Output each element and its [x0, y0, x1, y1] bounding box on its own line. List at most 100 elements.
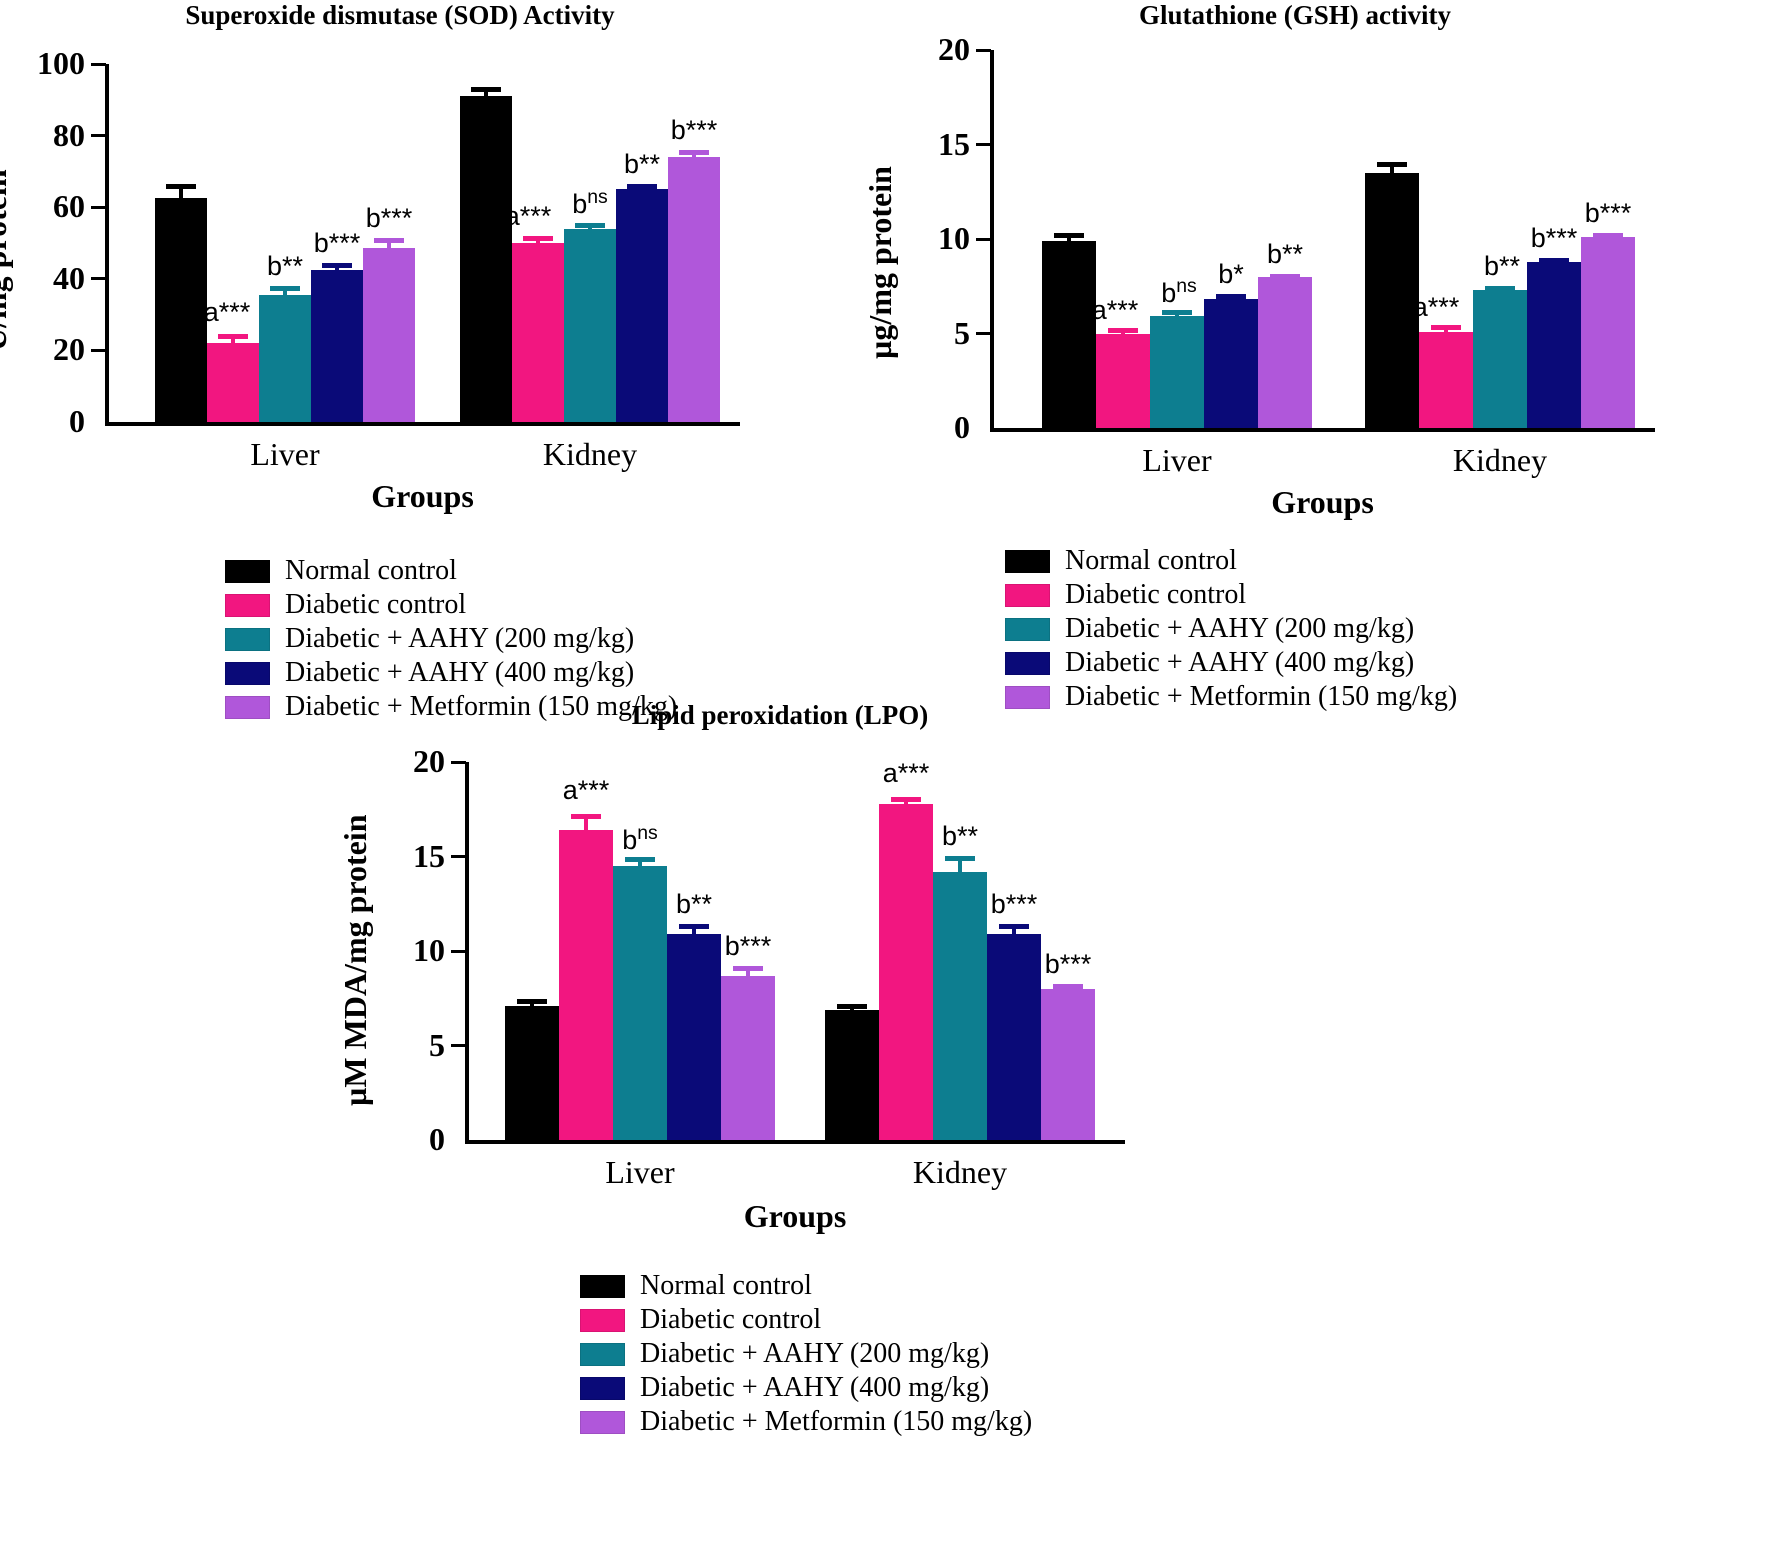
legend-item[interactable]: Diabetic + Metformin (150 mg/kg) — [1005, 681, 1457, 713]
y-axis-title: U/mg protein — [0, 169, 13, 351]
significance-label: b*** — [990, 888, 1038, 919]
significance-label: a*** — [1412, 291, 1460, 322]
error-bar-stem — [957, 855, 962, 884]
legend-swatch — [225, 695, 270, 719]
error-bar-stem — [1174, 309, 1179, 329]
legend-item-label: Normal control — [1065, 545, 1237, 576]
legend-item[interactable]: Diabetic + Metformin (150 mg/kg) — [580, 1406, 1032, 1438]
error-bar-stem — [903, 796, 908, 816]
error-bar-cap — [166, 183, 196, 189]
legend-item-label: Diabetic + Metformin (150 mg/kg) — [640, 1406, 1033, 1437]
y-axis-tick — [976, 48, 991, 52]
error-bar-stem — [745, 966, 750, 988]
legend-item-label: Diabetic + AAHY (200 mg/kg) — [1065, 613, 1415, 644]
error-bar-stem — [587, 223, 592, 241]
legend-item[interactable]: Diabetic + AAHY (400 mg/kg) — [1005, 647, 1457, 679]
legend-item[interactable]: Diabetic + AAHY (400 mg/kg) — [225, 657, 677, 689]
y-axis-tick-label: 20 — [938, 31, 970, 67]
y-axis-tick — [91, 205, 106, 209]
error-bar — [575, 223, 605, 241]
legend-item[interactable]: Diabetic + AAHY (400 mg/kg) — [580, 1372, 1032, 1404]
y-axis-tick — [451, 855, 466, 858]
significance-label: a*** — [504, 200, 552, 231]
legend-swatch — [1005, 617, 1050, 641]
significance-label: b** — [623, 148, 661, 179]
bar — [616, 189, 668, 422]
y-axis-tick — [451, 1044, 466, 1047]
error-bar — [516, 999, 548, 1018]
chart-panel-sod: Superoxide dismutase (SOD) Activity 0 20 4… — [0, 0, 800, 722]
error-bar-stem — [637, 857, 642, 878]
legend-swatch — [1005, 685, 1050, 709]
error-bar — [1052, 984, 1084, 1001]
y-axis-tick-label: 40 — [53, 259, 85, 296]
legend-item-label: Diabetic + AAHY (400 mg/kg) — [640, 1372, 990, 1403]
error-bar — [218, 334, 248, 356]
bar — [564, 228, 616, 422]
legend-item-label: Diabetic + AAHY (200 mg/kg) — [640, 1338, 990, 1369]
x-axis-line — [990, 428, 1655, 432]
error-bar-stem — [849, 1003, 854, 1022]
error-bar-stem — [178, 183, 183, 211]
legend-item[interactable]: Diabetic + AAHY (200 mg/kg) — [225, 623, 677, 655]
error-bar — [998, 923, 1030, 946]
legend-item-label: Diabetic + Metformin (150 mg/kg) — [1065, 681, 1458, 712]
significance-label: b*** — [313, 228, 361, 259]
error-bar-cap — [1538, 257, 1570, 263]
x-axis-tick-label: Kidney — [542, 436, 638, 472]
bar — [1096, 333, 1150, 428]
x-axis-tick-label: Kidney — [1452, 442, 1548, 478]
bar — [259, 294, 311, 422]
error-bar-cap — [1107, 327, 1139, 333]
error-bar — [732, 966, 764, 988]
error-bar — [1592, 233, 1624, 250]
legend-item[interactable]: Normal control — [580, 1270, 1032, 1302]
significance-label: b* — [1218, 258, 1244, 289]
error-bar-cap — [1052, 984, 1084, 990]
bar — [1204, 299, 1258, 428]
plot-area-gsh: 0 5 10 15 20 µg/mg protein a*** bns b* b** Liver a*… — [860, 31, 1720, 520]
y-axis-tick-label: 0 — [954, 409, 970, 445]
error-bar-stem — [1605, 233, 1610, 250]
significance-label: b** — [1266, 238, 1304, 269]
legend-item-label: Diabetic + AAHY (200 mg/kg) — [285, 623, 635, 654]
legend-item[interactable]: Normal control — [1005, 545, 1457, 577]
legend-swatch — [225, 661, 270, 685]
error-bar — [270, 285, 300, 307]
error-bar-cap — [998, 923, 1030, 929]
error-bar-cap — [836, 1003, 868, 1009]
y-axis-line — [990, 50, 994, 428]
legend-item[interactable]: Diabetic + AAHY (200 mg/kg) — [1005, 613, 1457, 645]
error-bar-cap — [270, 285, 300, 291]
error-bar-cap — [516, 999, 548, 1005]
error-bar — [1215, 293, 1247, 312]
error-bar-stem — [1120, 327, 1125, 346]
y-axis-line — [105, 64, 109, 422]
error-bar — [322, 263, 352, 282]
legend-item[interactable]: Normal control — [225, 555, 677, 587]
legend-item[interactable]: Diabetic control — [1005, 579, 1457, 611]
significance-label: a*** — [203, 297, 251, 328]
chart-title-lpo: Lipid peroxidation (LPO) — [631, 700, 929, 730]
legend-item[interactable]: Diabetic + AAHY (200 mg/kg) — [580, 1338, 1032, 1370]
bar — [1365, 172, 1419, 428]
legend-item[interactable]: Diabetic control — [580, 1304, 1032, 1336]
y-axis-tick — [451, 949, 466, 953]
error-bar-cap — [678, 923, 710, 929]
bar — [668, 157, 720, 422]
plot-area-lpo: 0 5 10 15 20 µM MDA/mg protein a*** bns b** b*** L… — [330, 743, 1160, 1234]
y-axis-tick — [976, 143, 991, 146]
error-bar-stem — [691, 149, 696, 170]
legend-item[interactable]: Diabetic + Metformin (150 mg/kg) — [225, 691, 677, 723]
legend-swatch — [1005, 651, 1050, 675]
legend-item[interactable]: Diabetic control — [225, 589, 677, 621]
y-axis-tick — [91, 348, 106, 352]
legend-swatch — [580, 1342, 625, 1366]
significance-label: b*** — [724, 931, 772, 962]
significance-label: b*** — [1044, 949, 1092, 980]
chart-panel-gsh: Glutathione (GSH) activity 0 5 10 15 20 µg/mg… — [860, 0, 1772, 712]
y-axis-tick-label: 20 — [53, 331, 85, 368]
bar — [512, 243, 564, 422]
error-bar-cap — [1484, 286, 1516, 292]
error-bar — [836, 1003, 868, 1022]
